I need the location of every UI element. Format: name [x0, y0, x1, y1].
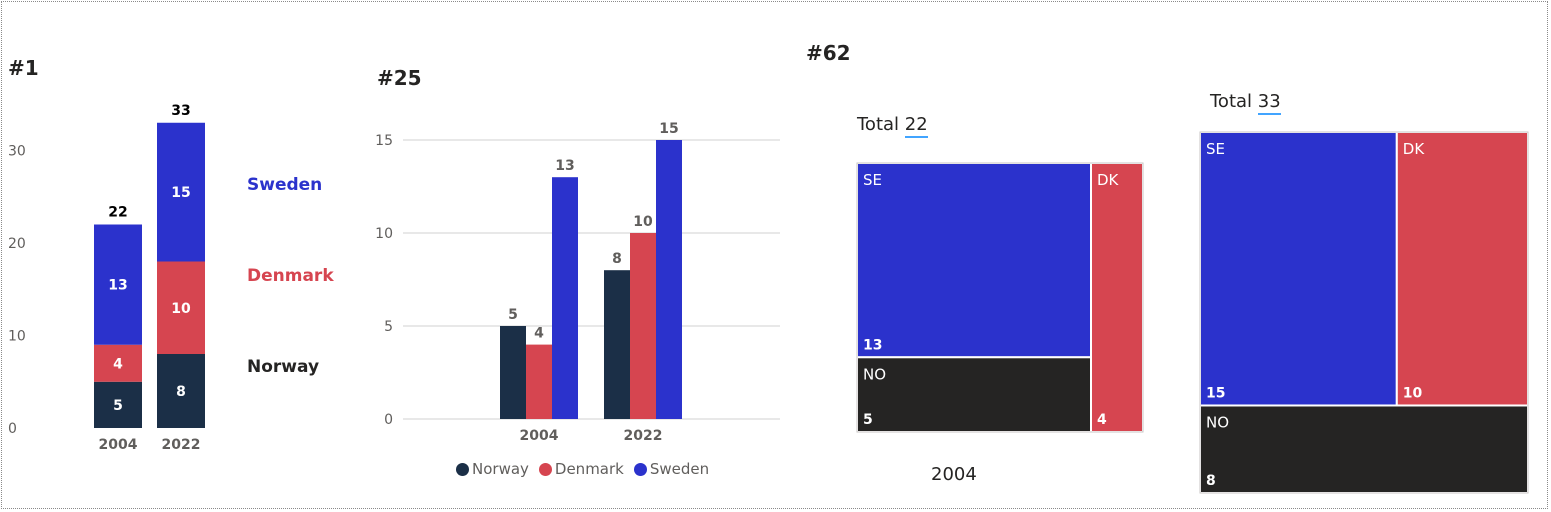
data-label-denmark-2004: 4 [113, 356, 123, 372]
legend-item-sweden[interactable]: Sweden [633, 460, 710, 478]
bar-denmark-2004[interactable] [526, 344, 552, 419]
data-label-sweden-2004: 13 [555, 158, 574, 174]
data-label-sweden-2004: 13 [108, 278, 127, 294]
treemap-2022-label-no: NO [1206, 413, 1229, 431]
bar-norway-2022[interactable] [604, 270, 630, 419]
legend-dot-denmark [538, 462, 552, 476]
bar-norway-2004[interactable] [94, 381, 142, 428]
panel-1-title: #1 [8, 56, 39, 80]
data-label-denmark-2022: 10 [633, 214, 653, 230]
series-label-denmark: Denmark [247, 266, 334, 286]
data-label-denmark-2022: 10 [171, 301, 191, 317]
y-tick-label-10: 10 [8, 329, 26, 345]
treemap-2022-total-value[interactable]: 33 [1257, 91, 1281, 115]
legend-dot-sweden [633, 462, 647, 476]
legend-item-denmark[interactable]: Denmark [538, 460, 624, 478]
y-tick-label-30: 30 [8, 144, 26, 160]
x-tick-label-2004: 2004 [99, 437, 138, 453]
treemap-2004-cell-se[interactable] [856, 162, 1092, 359]
treemap-2022-border [1199, 131, 1529, 494]
series-label-norway: Norway [247, 357, 319, 377]
treemap-2004-cell-no[interactable] [856, 356, 1092, 433]
data-label-denmark-2004: 4 [534, 326, 544, 342]
data-label-sweden-2022: 15 [659, 121, 678, 137]
treemap-2004-total-value[interactable]: 22 [904, 114, 928, 138]
y-tick-label-10: 10 [375, 226, 393, 242]
treemap-2004-label-se: SE [863, 171, 882, 189]
treemap-2022-label-dk: DK [1403, 140, 1426, 158]
treemap-2004-label-no: NO [863, 365, 886, 383]
treemap-2004-total: Total 22 [857, 114, 928, 138]
treemap-2022-value-dk: 10 [1403, 385, 1423, 401]
bar-sweden-2022[interactable] [157, 122, 205, 262]
treemap-2004-label-dk: DK [1097, 171, 1120, 189]
y-tick-label-0: 0 [384, 412, 393, 428]
bar-norway-2022[interactable] [157, 354, 205, 428]
bar-norway-2004[interactable] [500, 326, 526, 419]
total-label-2004: 22 [108, 205, 127, 221]
x-tick-label-2004: 2004 [520, 428, 559, 444]
treemap-2004-total-label: Total [857, 114, 900, 135]
legend-label-norway: Norway [472, 460, 529, 478]
y-tick-label-15: 15 [375, 133, 393, 149]
treemap-2004-caption: 2004 [931, 464, 977, 485]
x-tick-label-2022: 2022 [162, 437, 201, 453]
legend-item-norway[interactable]: Norway [456, 460, 529, 478]
treemap-2022-cell-se[interactable] [1199, 131, 1398, 407]
treemap-2004-cell-dk[interactable] [1090, 162, 1144, 433]
treemap-2022-cell-dk[interactable] [1395, 131, 1530, 407]
data-label-norway-2004: 5 [508, 307, 518, 323]
treemap-2004-value-no: 5 [863, 412, 873, 428]
total-label-2022: 33 [171, 103, 190, 119]
data-label-norway-2022: 8 [176, 384, 186, 400]
treemap-2004-border [856, 162, 1144, 433]
treemap-2022-cell-no[interactable] [1199, 404, 1529, 495]
bar-sweden-2004[interactable] [552, 177, 578, 419]
data-label-norway-2004: 5 [113, 398, 123, 414]
clustered-bar-legend: Norway Denmark Sweden [456, 460, 709, 478]
y-tick-label-5: 5 [384, 319, 393, 335]
data-label-sweden-2022: 15 [171, 185, 190, 201]
bar-denmark-2022[interactable] [157, 261, 205, 355]
treemap-2022-total-label: Total [1210, 91, 1253, 112]
x-tick-label-2022: 2022 [624, 428, 663, 444]
bar-sweden-2022[interactable] [656, 140, 682, 419]
legend-dot-norway [456, 462, 469, 476]
treemap-2004-value-dk: 4 [1097, 412, 1107, 428]
data-label-norway-2022: 8 [612, 251, 622, 267]
legend-label-sweden: Sweden [649, 460, 710, 478]
treemap-2004-value-se: 13 [863, 337, 882, 353]
treemap-2022-total: Total 33 [1210, 91, 1281, 115]
bar-denmark-2022[interactable] [630, 233, 656, 419]
bar-sweden-2004[interactable] [94, 224, 142, 345]
panel-3-title: #62 [806, 41, 851, 65]
y-tick-label-0: 0 [8, 421, 17, 437]
y-tick-label-20: 20 [8, 236, 26, 252]
bar-denmark-2004[interactable] [94, 344, 142, 382]
panel-2-title: #25 [377, 66, 422, 90]
series-label-sweden: Sweden [247, 175, 322, 195]
treemap-2022-label-se: SE [1206, 140, 1225, 158]
legend-label-denmark: Denmark [554, 460, 624, 478]
treemap-2022-value-no: 8 [1206, 473, 1216, 489]
treemap-2022-value-se: 15 [1206, 385, 1225, 401]
